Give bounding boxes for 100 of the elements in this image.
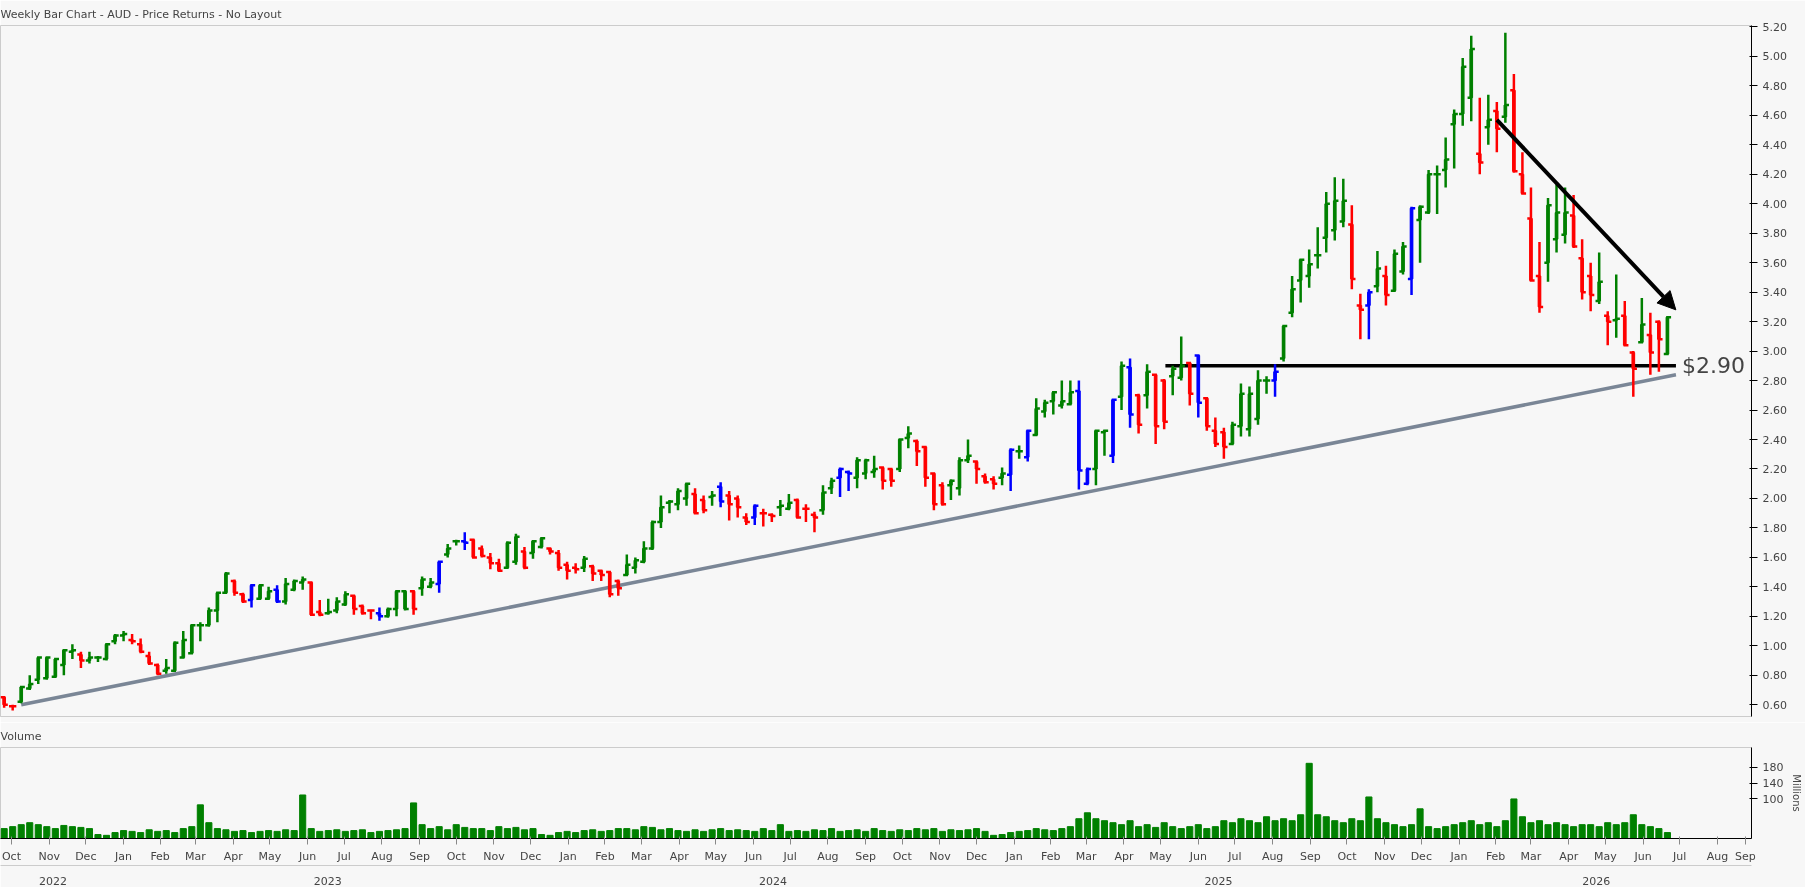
y-tick-label: 2.40 — [1762, 433, 1787, 447]
x-tick-label: Jan — [1004, 849, 1023, 863]
x-tick-label: Apr — [1114, 849, 1134, 863]
y-tick-label: 0.80 — [1762, 669, 1787, 683]
y-tick-label: 2.60 — [1762, 404, 1787, 418]
x-tick-label: Sep — [409, 849, 431, 863]
candlestick — [1176, 335, 1187, 382]
candlestick — [1483, 93, 1494, 147]
candlestick — [1398, 240, 1408, 276]
candlestick — [340, 590, 351, 608]
candlestick — [161, 657, 172, 676]
text: 2023 — [313, 874, 342, 887]
candlestick — [1184, 361, 1195, 407]
candlestick — [1039, 398, 1050, 419]
candlestick — [1005, 447, 1016, 493]
x-tick-label: Jan — [558, 849, 577, 863]
candlestick — [792, 497, 803, 519]
candlestick — [946, 478, 956, 502]
candlestick — [1534, 240, 1545, 315]
candlestick — [476, 544, 487, 559]
candlestick — [1031, 397, 1042, 437]
x-tick-label: Apr — [223, 849, 244, 863]
candlestick — [843, 469, 854, 493]
annotation: $2.90 — [1681, 353, 1745, 379]
y-tick-label: 2.80 — [1762, 374, 1787, 388]
candlestick — [434, 560, 445, 594]
x-tick-label: Oct — [892, 849, 913, 863]
candlestick — [860, 457, 871, 481]
x-tick-label: Sep — [855, 849, 877, 863]
x-tick-label: May — [1149, 849, 1173, 863]
candlestick — [1048, 389, 1059, 416]
candlestick — [707, 489, 718, 508]
candlestick — [749, 503, 760, 527]
candlestick — [1526, 186, 1536, 282]
y-tick-label: 5.20 — [1762, 20, 1787, 34]
x-tick-label: May — [704, 849, 728, 863]
candlestick — [1517, 150, 1528, 195]
x-tick-label: Jul — [782, 849, 797, 863]
x-tick-label: Mar — [1075, 849, 1098, 863]
x-tick-label: Feb — [1041, 849, 1061, 863]
candlestick — [604, 570, 615, 599]
candlestick — [1611, 273, 1622, 340]
x-tick-label: Jun — [743, 849, 763, 863]
x-tick-label: Nov — [929, 849, 952, 863]
x-tick-label: Jun — [1188, 849, 1207, 863]
candlestick — [1142, 363, 1153, 410]
candlestick — [1389, 248, 1400, 292]
y-tick-label: 3.80 — [1762, 227, 1787, 241]
candlestick — [169, 640, 180, 673]
candlestick — [528, 539, 538, 561]
x-tick-label: Apr — [669, 849, 690, 863]
x-tick-label: Feb — [150, 849, 170, 863]
candlestick — [1022, 429, 1033, 463]
x-tick-label: Jan — [114, 849, 133, 863]
candlestick — [1295, 258, 1306, 304]
candlestick — [1577, 237, 1588, 301]
candlestick — [1602, 310, 1613, 347]
candlestick — [596, 569, 607, 583]
candlestick — [459, 531, 470, 552]
y-tick-label: 2.20 — [1762, 462, 1787, 476]
y-tick-label: 100 — [1762, 792, 1784, 806]
candlestick — [920, 445, 931, 488]
x-tick-label: Apr — [1559, 849, 1579, 863]
candlestick — [971, 460, 982, 485]
y-tick-label: 140 — [1762, 777, 1784, 791]
candlestick — [357, 603, 368, 617]
candlestick — [1082, 466, 1093, 487]
candlestick — [468, 538, 479, 561]
candlestick — [1321, 190, 1332, 254]
candlestick — [314, 598, 325, 618]
x-tick-label: Nov — [483, 849, 506, 863]
x-tick-label: Feb — [1485, 849, 1506, 863]
y-tick-label: 2.00 — [1762, 492, 1787, 506]
candlestick — [1415, 204, 1425, 264]
x-tick-label: Jul — [1671, 849, 1687, 863]
candlestick — [1363, 287, 1374, 341]
y-tick-label: 3.40 — [1762, 286, 1787, 300]
candlestick — [374, 606, 385, 622]
candlestick — [408, 590, 419, 617]
candlestick — [869, 454, 880, 480]
candlestick — [1159, 377, 1170, 431]
candlestick — [1381, 264, 1391, 307]
candlestick — [519, 545, 530, 571]
candlestick — [511, 532, 521, 566]
y-tick-label: 1.40 — [1762, 580, 1787, 594]
candlestick — [673, 486, 683, 512]
y-tick-label: 3.60 — [1762, 256, 1787, 270]
y-tick-label: 4.00 — [1762, 197, 1787, 211]
candlestick — [732, 494, 743, 519]
x-tick-label: Sep — [1300, 849, 1321, 863]
x-tick-label: Aug — [1706, 849, 1729, 863]
candlestick — [587, 563, 598, 583]
y-axis-title: Millions — [1791, 774, 1803, 812]
x-tick-label: Dec — [965, 849, 988, 863]
x-tick-label: Feb — [595, 849, 615, 863]
candlestick — [724, 489, 735, 522]
candlestick — [562, 560, 573, 581]
candlestick — [664, 498, 675, 515]
x-tick-label: Mar — [185, 849, 207, 863]
candlestick — [690, 486, 700, 515]
